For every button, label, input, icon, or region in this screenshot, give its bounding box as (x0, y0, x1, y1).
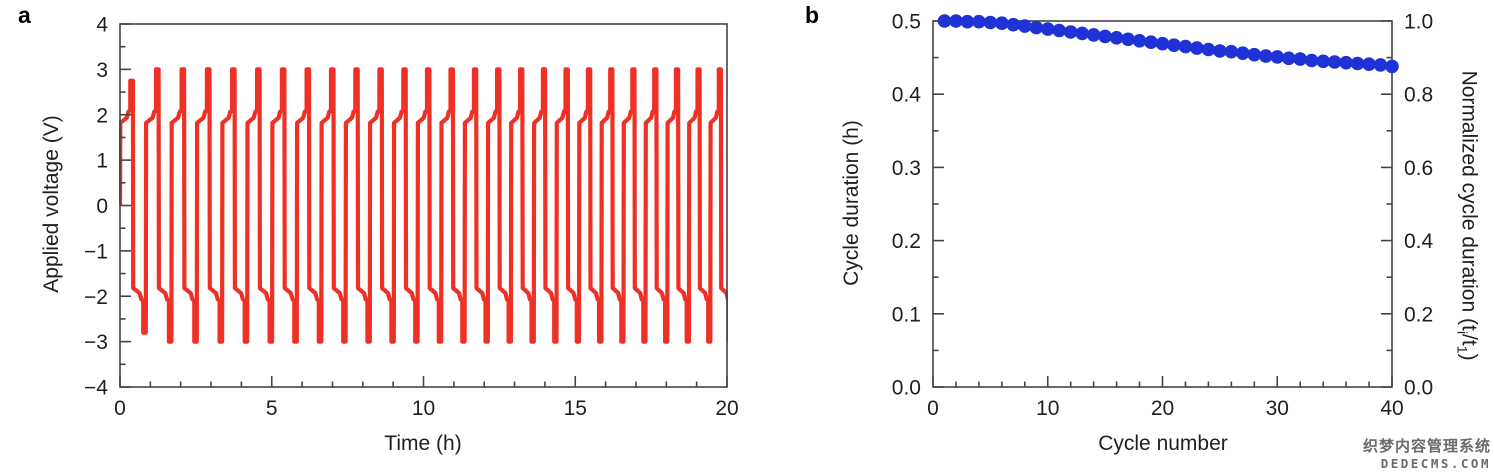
right-y-tick-label: 0.0 (1404, 377, 1433, 400)
data-point (937, 14, 952, 28)
data-point (1075, 26, 1089, 41)
data-point (1316, 54, 1330, 69)
data-point (1018, 19, 1032, 33)
x-tick-label: 0 (114, 397, 126, 420)
data-point (1086, 28, 1101, 42)
data-point (1190, 41, 1204, 55)
panel-a-y-axis-title: Applied voltage (V) (40, 115, 63, 293)
data-point (1121, 32, 1135, 47)
data-point (1270, 50, 1285, 64)
data-point (1132, 34, 1147, 48)
x-tick-label: 30 (1266, 397, 1289, 420)
x-tick-label: 15 (564, 397, 587, 420)
y-tick-label: −2 (84, 286, 108, 309)
y-tick-label: 2 (96, 104, 108, 127)
right-y-tick-label: 1.0 (1404, 11, 1433, 34)
right-y-tick-label: 0.6 (1404, 157, 1433, 180)
x-tick-label: 20 (715, 397, 738, 420)
right-title-suffix: ) (1457, 353, 1481, 361)
y-tick-label: 0.5 (892, 11, 921, 34)
data-point (1293, 52, 1307, 66)
panel-a-letter: a (18, 2, 31, 28)
data-point (1362, 57, 1376, 71)
data-point (1052, 23, 1066, 38)
panel-b-letter: b (805, 2, 820, 28)
data-point (1155, 36, 1170, 51)
y-tick-label: 0.2 (892, 230, 921, 253)
data-point (1006, 17, 1021, 32)
right-title-prefix: Normalized cycle duration (t (1457, 70, 1481, 331)
y-tick-label: 0 (96, 195, 108, 218)
right-y-tick-label: 0.2 (1404, 303, 1433, 326)
duration-data-series (937, 14, 1399, 74)
x-tick-label: 40 (1380, 397, 1403, 420)
cycle-duration-chart: 0 10 20 30 40 0.5 0.4 0.3 0.2 0.1 0.0 1.0 0.8 0.6 0.4 0… (892, 11, 1434, 421)
data-point (1167, 38, 1181, 52)
y-tick-label: −3 (84, 331, 108, 354)
x-tick-label: 0 (927, 397, 939, 420)
data-point (1304, 53, 1319, 68)
data-point (1236, 46, 1250, 60)
data-point (1041, 22, 1055, 36)
x-tick-label: 10 (1036, 397, 1059, 420)
watermark-chinese-text: 织梦内容管理系统 (1362, 438, 1491, 455)
data-point (995, 16, 1009, 31)
data-point (960, 14, 975, 29)
data-point (1098, 29, 1112, 44)
data-point (972, 14, 986, 29)
data-point (1281, 51, 1296, 66)
data-point (983, 15, 998, 30)
data-point (1109, 31, 1124, 45)
right-title-sub-1: 1 (1453, 345, 1470, 354)
applied-voltage-trace (119, 67, 728, 344)
y-tick-label: 0.4 (892, 84, 922, 107)
data-point (1224, 44, 1239, 59)
y-tick-label: 4 (96, 14, 108, 37)
panel-a-x-axis-title: Time (h) (384, 432, 462, 455)
data-point (1327, 55, 1342, 69)
y-tick-label: 0.0 (892, 377, 921, 400)
y-tick-label: 0.1 (892, 303, 921, 326)
data-point (949, 14, 963, 28)
data-point (1213, 44, 1227, 58)
y-tick-label: 1 (96, 150, 108, 173)
data-point (1029, 20, 1044, 35)
watermark-url-text: DEDECMS.COM (1380, 456, 1491, 471)
data-point (1373, 58, 1388, 72)
right-title-mid: /t (1457, 334, 1481, 346)
panel-b-left-axis-title: Cycle duration (h) (840, 120, 863, 286)
y-tick-label: −4 (84, 377, 108, 400)
x-tick-label: 10 (412, 397, 435, 420)
y-tick-label: 3 (96, 59, 108, 82)
plot-frame (932, 20, 1393, 388)
data-point (1385, 59, 1399, 74)
x-tick-label: 20 (1151, 397, 1174, 420)
data-point (1259, 49, 1273, 63)
y-tick-label: 0.3 (892, 157, 921, 180)
data-point (1063, 25, 1078, 39)
panel-b-right-axis-title: Normalized cycle duration (ti/t1) (1453, 11, 1480, 421)
data-point (1178, 39, 1193, 54)
data-point (1201, 42, 1216, 57)
watermark: 织梦内容管理系统 DEDECMS.COM (1363, 435, 1491, 471)
data-point (1339, 55, 1353, 70)
y-tick-label: −1 (84, 240, 108, 263)
x-tick-label: 5 (266, 397, 278, 420)
panel-b-x-axis-title: Cycle number (1098, 432, 1228, 455)
data-point (1350, 56, 1365, 71)
right-y-tick-label: 0.4 (1404, 230, 1434, 253)
data-point (1247, 47, 1262, 62)
data-point (1144, 35, 1158, 49)
right-y-tick-label: 0.8 (1404, 84, 1433, 107)
